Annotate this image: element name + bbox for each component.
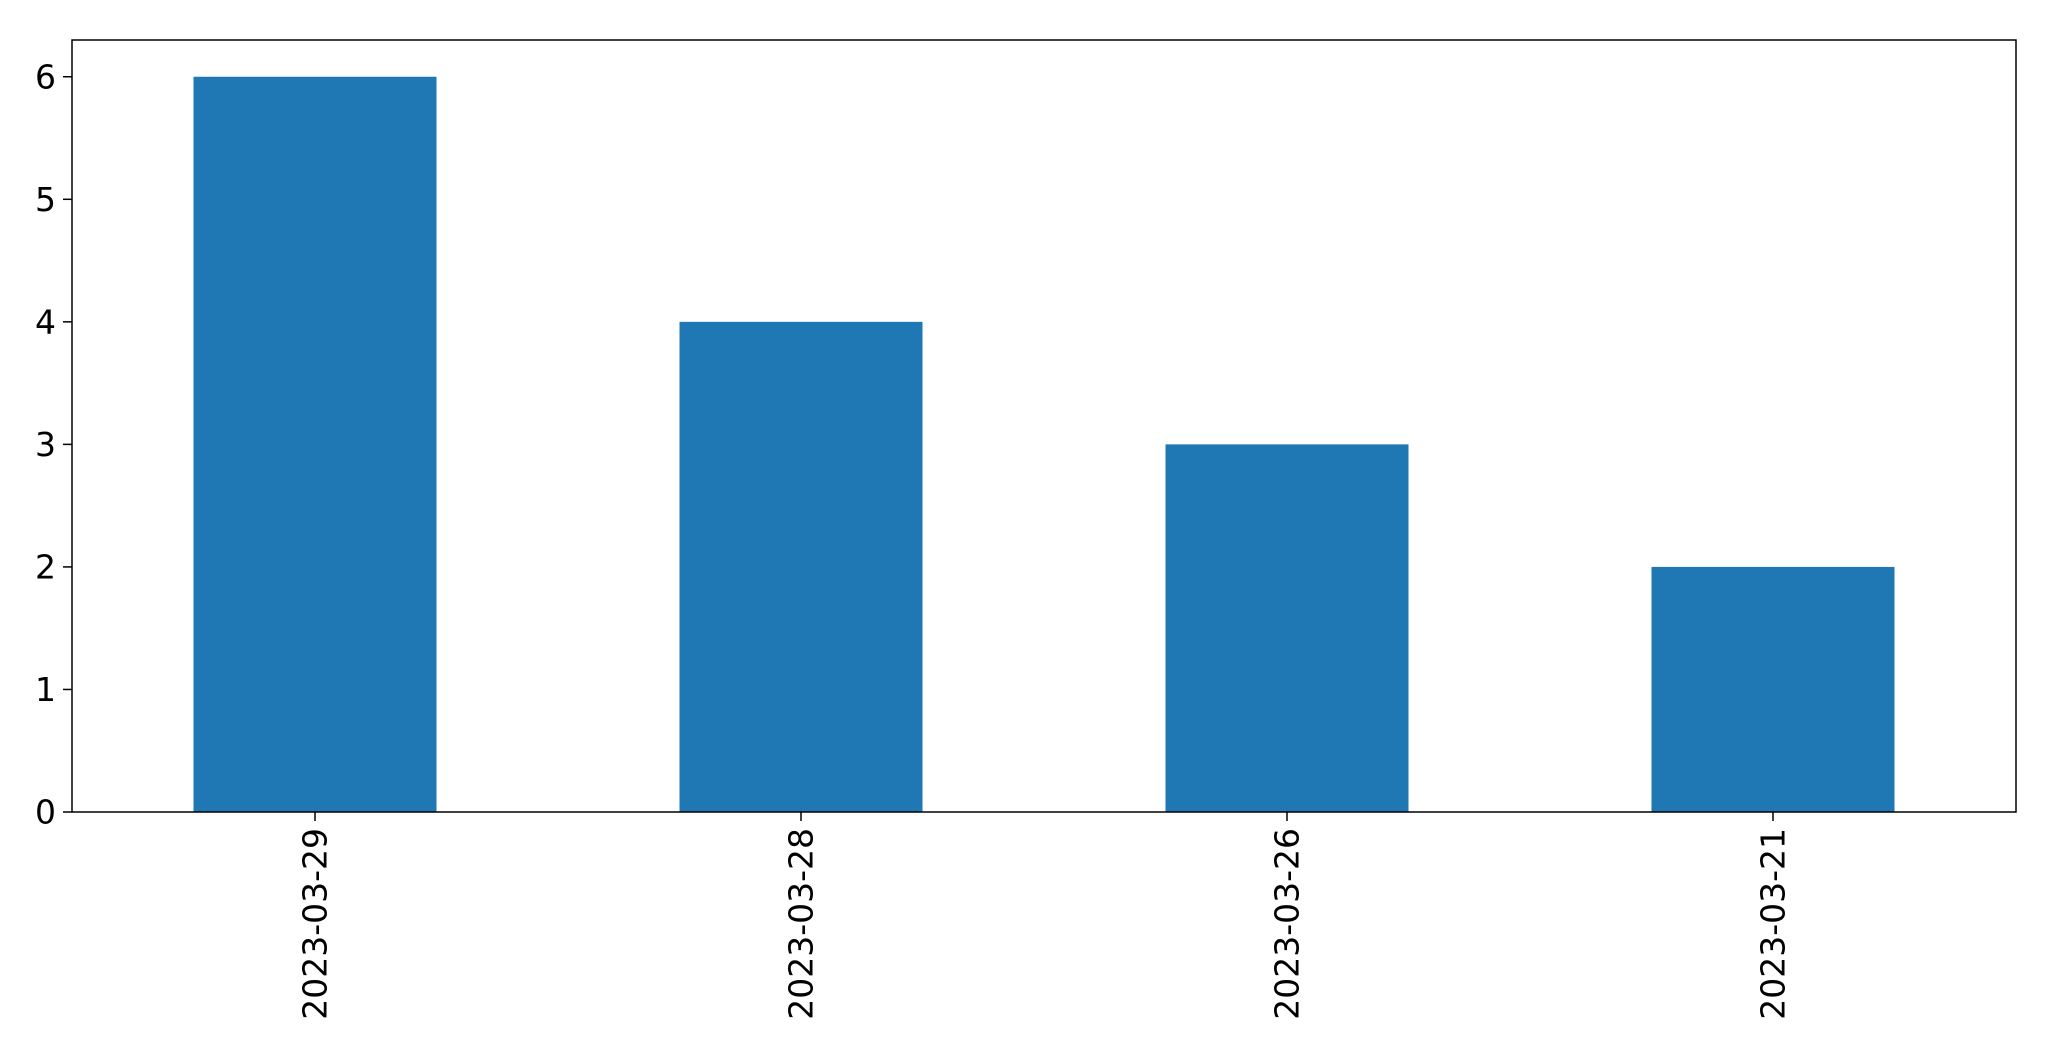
y-axis: 0 1 2 3 4 5 6 — [35, 57, 72, 832]
y-tick-label: 6 — [35, 57, 56, 96]
bar-2023-03-21 — [1651, 566, 1895, 812]
x-tick-label: 2023-03-21 — [1754, 828, 1793, 1020]
y-tick-label: 0 — [35, 793, 56, 832]
y-tick-label: 1 — [35, 670, 56, 709]
x-tick-label: 2023-03-29 — [296, 828, 335, 1020]
y-tick-label: 3 — [35, 425, 56, 464]
x-tick-label: 2023-03-26 — [1268, 828, 1307, 1020]
plot-frame — [71, 39, 2017, 813]
bar-2023-03-29 — [193, 76, 437, 812]
bars-group — [193, 76, 1895, 812]
bar-2023-03-28 — [679, 321, 923, 812]
x-axis: 2023-03-29 2023-03-28 2023-03-26 2023-03-21 — [296, 812, 1793, 1020]
y-tick-label: 4 — [35, 302, 56, 341]
y-tick-label: 2 — [35, 547, 56, 586]
x-tick-label: 2023-03-28 — [782, 828, 821, 1020]
y-tick-label: 5 — [35, 180, 56, 219]
bar-2023-03-26 — [1165, 444, 1409, 812]
